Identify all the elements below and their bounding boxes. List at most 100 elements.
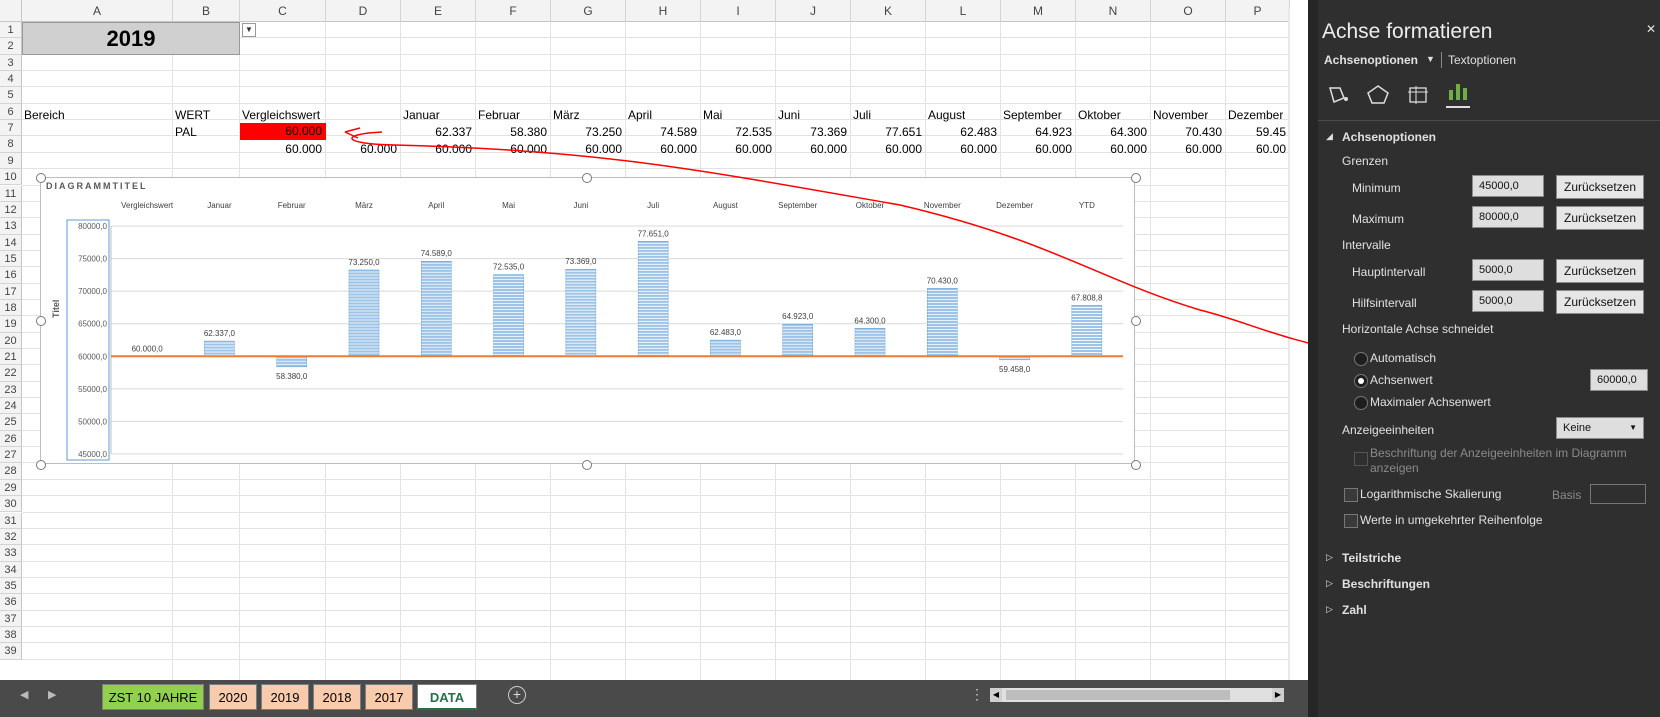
- chart-bar[interactable]: [927, 288, 958, 357]
- month-compare-cell[interactable]: 60.000: [735, 142, 772, 156]
- wert-header[interactable]: WERT: [175, 108, 211, 122]
- tab-data[interactable]: DATA: [417, 684, 477, 710]
- display-units-select[interactable]: Keine ▼: [1556, 417, 1644, 439]
- row-header[interactable]: 11: [0, 185, 22, 202]
- chart-bar[interactable]: [348, 269, 380, 357]
- row-header[interactable]: 6: [0, 103, 22, 121]
- row-header[interactable]: 17: [0, 283, 22, 300]
- fill-line-icon[interactable]: [1326, 84, 1350, 104]
- resize-handle[interactable]: [1131, 460, 1141, 470]
- reverse-order-label[interactable]: Werte in umgekehrter Reihenfolge: [1360, 513, 1543, 527]
- collapse-triangle-icon[interactable]: ◢: [1326, 131, 1333, 141]
- row-header[interactable]: 10: [0, 169, 22, 186]
- month-compare-cell[interactable]: 60.000: [1035, 142, 1072, 156]
- column-header[interactable]: B: [173, 0, 240, 22]
- month-value-cell[interactable]: 62.483: [960, 125, 997, 139]
- column-header[interactable]: O: [1151, 0, 1226, 22]
- radio-axis-value[interactable]: [1354, 374, 1368, 388]
- row-header[interactable]: 31: [0, 512, 22, 529]
- month-compare-cell[interactable]: 60.000: [1185, 142, 1222, 156]
- column-header[interactable]: G: [551, 0, 626, 22]
- month-value-cell[interactable]: 73.369: [810, 125, 847, 139]
- reset-minimum-button[interactable]: Zurücksetzen: [1556, 175, 1644, 199]
- chart-title[interactable]: DIAGRAMMTITEL: [46, 181, 148, 191]
- month-header[interactable]: Januar: [403, 108, 440, 122]
- section-number[interactable]: Zahl: [1342, 603, 1367, 617]
- close-icon[interactable]: ✕: [1646, 22, 1657, 36]
- tab-scroll-left-icon[interactable]: ◀: [20, 689, 29, 701]
- pane-divider[interactable]: [1308, 0, 1318, 717]
- dropdown-arrow-icon[interactable]: ▼: [242, 23, 256, 37]
- automatic-label[interactable]: Automatisch: [1370, 351, 1437, 365]
- column-header[interactable]: J: [776, 0, 851, 22]
- column-header[interactable]: N: [1076, 0, 1151, 22]
- row-header[interactable]: 32: [0, 528, 22, 546]
- column-header[interactable]: F: [476, 0, 551, 22]
- more-options-icon[interactable]: ⋮: [970, 686, 984, 702]
- month-compare-cell[interactable]: 60.000: [885, 142, 922, 156]
- tab-text-options[interactable]: Textoptionen: [1448, 53, 1517, 67]
- row-header[interactable]: 19: [0, 316, 22, 333]
- tab-2017[interactable]: 2017: [365, 684, 413, 710]
- effects-icon[interactable]: [1366, 84, 1390, 104]
- section-labels[interactable]: Beschriftungen: [1342, 577, 1431, 591]
- radio-max-axis-value[interactable]: [1354, 396, 1368, 410]
- row-header[interactable]: 4: [0, 71, 22, 88]
- column-header[interactable]: L: [926, 0, 1001, 22]
- month-compare-cell[interactable]: 60.000: [510, 142, 547, 156]
- month-header[interactable]: November: [1153, 108, 1209, 122]
- scroll-left-icon[interactable]: ◀: [990, 688, 1002, 702]
- month-header[interactable]: Mai: [703, 108, 723, 122]
- month-header[interactable]: März: [553, 108, 580, 122]
- vergleich-cell-red[interactable]: 60.000: [240, 123, 326, 140]
- row-header[interactable]: 26: [0, 430, 22, 448]
- month-header[interactable]: Oktober: [1078, 108, 1121, 122]
- month-compare-cell[interactable]: 60.000: [810, 142, 847, 156]
- row-header[interactable]: 15: [0, 250, 22, 268]
- month-header[interactable]: April: [628, 108, 653, 122]
- column-header[interactable]: E: [401, 0, 476, 22]
- row-header[interactable]: 20: [0, 332, 22, 349]
- tab-2020[interactable]: 2020: [209, 684, 257, 710]
- column-header[interactable]: A: [22, 0, 173, 22]
- month-header[interactable]: Februar: [478, 108, 521, 122]
- pal-label[interactable]: PAL: [175, 125, 197, 139]
- row-header[interactable]: 8: [0, 136, 22, 153]
- axis-value-input[interactable]: 60000,0: [1590, 369, 1648, 391]
- row-header[interactable]: 34: [0, 561, 22, 578]
- bereich-header[interactable]: Bereich: [24, 108, 65, 122]
- expand-triangle-icon[interactable]: ▷: [1326, 604, 1333, 614]
- column-header[interactable]: P: [1226, 0, 1290, 22]
- horizontal-scrollbar[interactable]: ◀ ▶: [990, 688, 1284, 702]
- resize-handle[interactable]: [1131, 316, 1141, 326]
- column-header[interactable]: K: [851, 0, 926, 22]
- reset-maximum-button[interactable]: Zurücksetzen: [1556, 206, 1644, 230]
- radio-automatic[interactable]: [1354, 352, 1368, 366]
- selected-axis-box[interactable]: [66, 219, 110, 461]
- row-header[interactable]: 25: [0, 414, 22, 431]
- row8-d[interactable]: 60.000: [360, 142, 397, 156]
- month-compare-cell[interactable]: 60.000: [435, 142, 472, 156]
- row-header[interactable]: 29: [0, 479, 22, 497]
- row-header[interactable]: 36: [0, 594, 22, 611]
- resize-handle[interactable]: [582, 460, 592, 470]
- month-header[interactable]: September: [1003, 108, 1062, 122]
- month-value-cell[interactable]: 73.250: [585, 125, 622, 139]
- row-header[interactable]: 23: [0, 381, 22, 399]
- axis-options-icon[interactable]: [1446, 80, 1470, 108]
- show-units-checkbox[interactable]: [1354, 452, 1368, 466]
- tab-zst-10-jahre[interactable]: ZST 10 JAHRE: [102, 684, 204, 710]
- row-header[interactable]: 7: [0, 120, 22, 137]
- row-header[interactable]: 12: [0, 201, 22, 219]
- size-properties-icon[interactable]: [1406, 84, 1430, 104]
- year-cell[interactable]: 2019: [22, 22, 240, 55]
- expand-triangle-icon[interactable]: ▷: [1326, 552, 1333, 562]
- minimum-input[interactable]: 45000,0: [1472, 175, 1544, 197]
- reverse-order-checkbox[interactable]: [1344, 514, 1358, 528]
- row-header[interactable]: 37: [0, 610, 22, 627]
- tab-axis-options[interactable]: Achsenoptionen: [1324, 53, 1419, 67]
- month-value-cell[interactable]: 59.45: [1255, 125, 1286, 139]
- month-value-cell[interactable]: 72.535: [735, 125, 772, 139]
- row-header[interactable]: 9: [0, 152, 22, 170]
- row-header[interactable]: 24: [0, 398, 22, 415]
